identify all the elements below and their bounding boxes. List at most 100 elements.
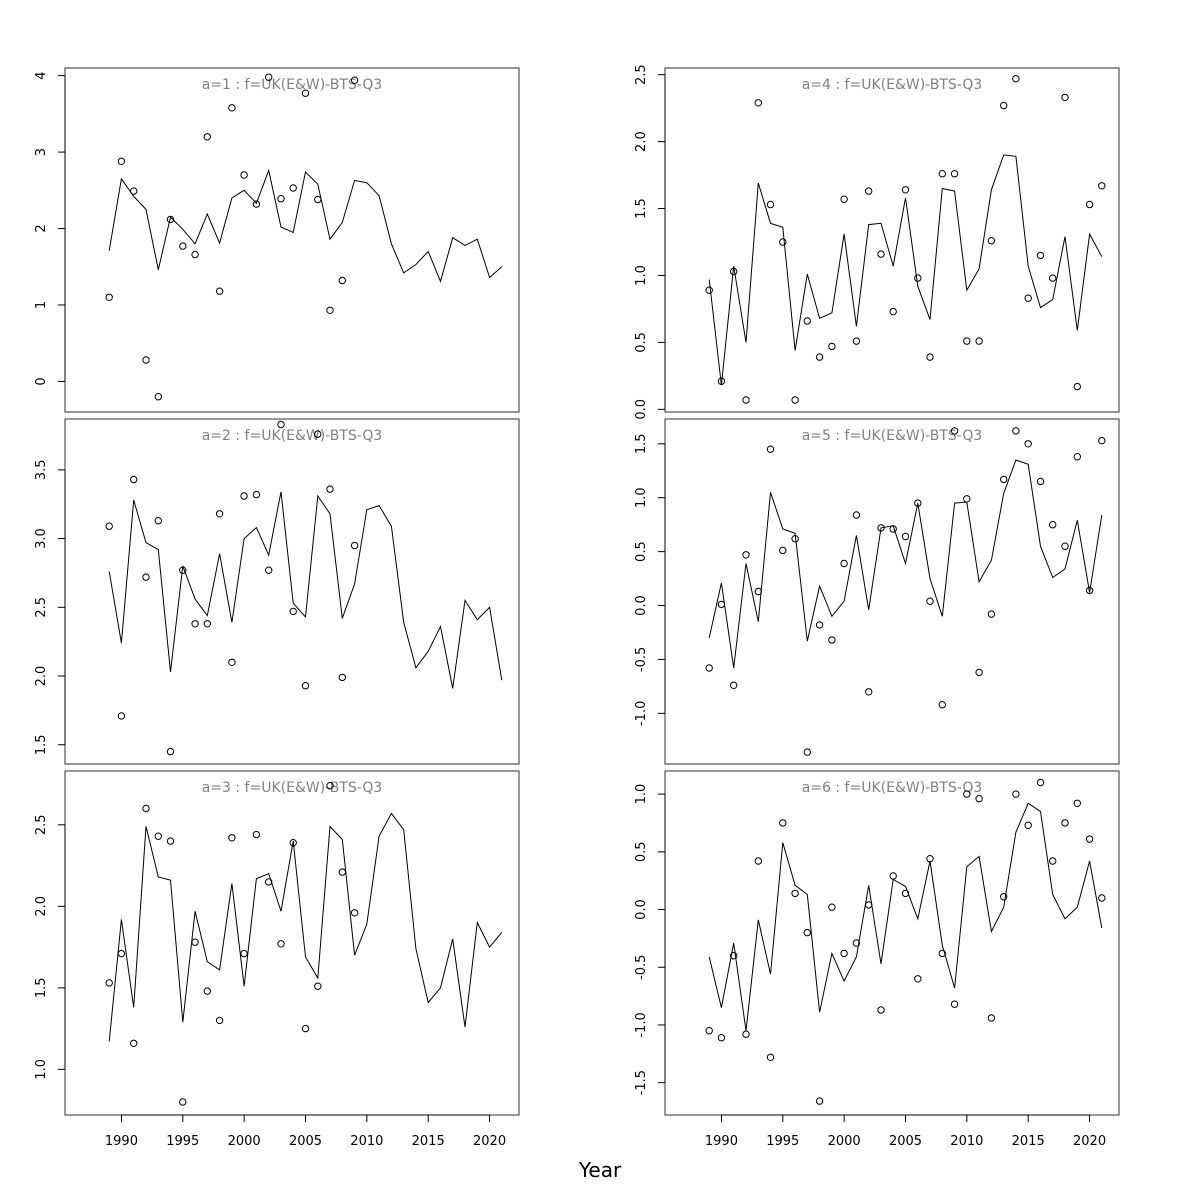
panel-2-observed-point	[1024, 294, 1032, 302]
panel-5-fitted-line	[108, 812, 503, 1042]
panel-1-observed-point	[265, 73, 273, 81]
panel-4-observed-point	[717, 600, 726, 609]
panel-4-observed-point	[852, 511, 861, 519]
panel-2-observed-point	[754, 99, 762, 107]
panel-5-y-tick-label: 1.5	[34, 977, 49, 998]
panel-1-observed-point	[289, 184, 297, 192]
panel-1-observed-point	[228, 104, 236, 112]
x-axis-label: Year	[578, 1158, 622, 1182]
panel-4-y-tick-label: -0.5	[634, 647, 649, 672]
panel-6-observed-point	[975, 795, 983, 803]
panel-6-x-tick-label: 2005	[889, 1134, 922, 1149]
panel-4-observed-point	[889, 525, 897, 533]
panel-6-y-tick-label: -1.0	[634, 1012, 649, 1037]
panel-5-observed-point	[301, 1024, 310, 1033]
panel-5-observed-point	[350, 909, 359, 917]
panel-6-x-tick-label: 1990	[705, 1134, 738, 1149]
panel-6-x-tick-label: 2010	[950, 1134, 983, 1149]
panel-2-observed-point	[889, 307, 897, 316]
panel-2-observed-point	[1098, 182, 1106, 190]
panel-6-observed-point	[1024, 821, 1032, 829]
panel-2-observed-point	[865, 187, 873, 195]
panel-6-y-tick-label: 1.0	[634, 784, 649, 805]
panel-2-observed-point	[963, 337, 971, 345]
panel-4-y-tick-label: 0.0	[634, 595, 649, 616]
panel-3-fitted-line	[108, 491, 503, 689]
panel-4-observed-point	[1098, 436, 1106, 445]
panel-2-observed-point	[1061, 93, 1069, 102]
panel-6-observed-point	[840, 949, 848, 958]
panel-1-y-tick-label: 3	[34, 148, 49, 156]
panel-4-observed-point	[901, 532, 910, 541]
panel-4-observed-point	[791, 535, 799, 543]
panel-5-observed-point	[142, 804, 150, 813]
panel-5-observed-point	[203, 987, 212, 995]
panel-5-title: a=3 : f=UK(E&W)-BTS-Q3	[202, 780, 383, 796]
panel-3-y-tick-label: 2.5	[34, 597, 49, 618]
panel-6-observed-point	[705, 1027, 713, 1035]
panel-6-y-tick-label: 0.0	[634, 899, 649, 920]
panel-4-observed-point	[742, 551, 750, 559]
panel-4-observed-point	[1000, 475, 1008, 484]
panel-1-observed-point	[240, 171, 248, 179]
panel-1-frame	[64, 67, 520, 413]
panel-5-observed-point	[252, 830, 261, 839]
panel-5-observed-point	[117, 949, 126, 958]
panel-2-observed-point	[901, 186, 910, 194]
panel-6-observed-point	[766, 1053, 775, 1062]
panel-5-x-tick-label: 2005	[289, 1134, 322, 1149]
panel-5-x-tick-label: 1995	[166, 1134, 199, 1149]
panel-2-observed-point	[742, 396, 750, 404]
panel-1-observed-point	[117, 157, 126, 166]
panel-4-observed-point	[926, 597, 934, 605]
panel-3-observed-point	[314, 430, 322, 438]
panel-3-y-tick-label: 1.5	[34, 734, 49, 755]
panel-6-observed-point	[963, 790, 971, 798]
panel-2-observed-point	[975, 337, 983, 345]
panel-4-observed-point	[914, 499, 922, 507]
panel-4-title: a=5 : f=UK(E&W)-BTS-Q3	[802, 428, 983, 444]
panel-1-observed-point	[215, 287, 224, 295]
panel-6-y-tick-label: -0.5	[634, 955, 649, 980]
panel-3-observed-point	[252, 490, 261, 499]
panel-2-y-tick-label: 2.0	[634, 131, 649, 152]
panel-4-observed-point	[1073, 453, 1082, 461]
panel-3-observed-point	[350, 541, 359, 550]
panel-2-observed-point	[914, 274, 922, 282]
panel-2-observed-point	[1085, 200, 1094, 209]
panel-2-observed-point	[791, 396, 799, 404]
panel-2-observed-point	[1073, 382, 1082, 391]
panel-5-x-tick-label: 2020	[473, 1134, 506, 1149]
panel-3-observed-point	[105, 522, 113, 530]
panel-6-observed-point	[901, 889, 910, 898]
panel-5-y-tick-label: 2.0	[34, 896, 49, 917]
panel-2-observed-point	[705, 286, 713, 294]
panel-2-observed-point	[852, 337, 861, 345]
panel-5-x-tick-label: 1990	[105, 1134, 138, 1149]
panel-4-observed-point	[1061, 542, 1069, 550]
panel-4-observed-point	[815, 621, 824, 629]
panel-6-observed-point	[1061, 819, 1069, 827]
panel-5-y-tick-label: 2.5	[34, 814, 49, 835]
panel-5-frame	[64, 770, 520, 1116]
panel-2-observed-point	[987, 237, 996, 245]
panel-1-observed-point	[338, 276, 346, 285]
panel-3-y-tick-label: 2.0	[34, 666, 49, 687]
panel-2-y-tick-label: 0.0	[634, 399, 649, 420]
panel-4-y-tick-label: -1.0	[634, 701, 649, 726]
panel-5-observed-point	[240, 949, 248, 958]
panel-1-fitted-line	[108, 168, 503, 283]
panel-1-observed-point	[191, 250, 199, 259]
panel-4-observed-point	[754, 587, 762, 596]
panel-6-x-tick-label: 2020	[1073, 1134, 1106, 1149]
panel-1-observed-point	[326, 306, 334, 314]
panel-2-observed-point	[717, 377, 726, 385]
panel-5-observed-point	[326, 782, 334, 790]
panel-3-observed-point	[326, 485, 334, 493]
panel-2-y-tick-label: 0.5	[634, 332, 649, 353]
panel-6-observed-point	[742, 1030, 750, 1038]
panel-4-observed-point	[705, 664, 713, 672]
panel-6-observed-point	[1073, 799, 1082, 807]
panel-6-x-tick-label: 2015	[1012, 1134, 1045, 1149]
panel-5-observed-point	[191, 938, 199, 946]
